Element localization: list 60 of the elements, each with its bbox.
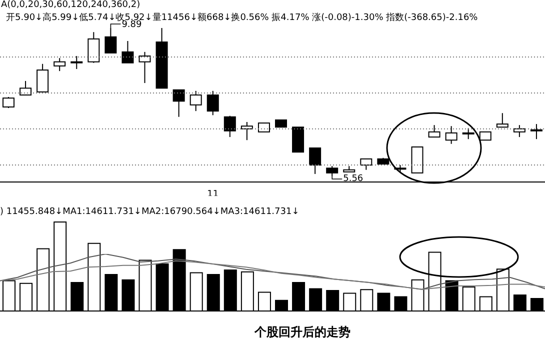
text: ) 11455.848↓MA1:14611.731↓MA2:16790.564↓MA3:14611.731↓ bbox=[0, 207, 300, 217]
candlestick bbox=[70, 56, 83, 70]
bar bbox=[513, 294, 526, 312]
bar bbox=[496, 268, 510, 312]
bar bbox=[411, 279, 424, 312]
bar bbox=[292, 282, 306, 312]
candlestick bbox=[326, 166, 338, 176]
bar bbox=[275, 300, 288, 312]
bar bbox=[224, 270, 237, 312]
candlestick bbox=[206, 90, 219, 116]
bar bbox=[190, 272, 203, 312]
bar bbox=[54, 222, 67, 312]
candlestick bbox=[240, 121, 253, 141]
candlestick bbox=[122, 40, 134, 64]
x-tick-label: 11 bbox=[207, 189, 219, 200]
candlestick bbox=[496, 112, 508, 128]
candlestick bbox=[190, 90, 202, 112]
candlestick bbox=[224, 115, 236, 138]
candlestick bbox=[309, 147, 322, 174]
text: 个股回升后的走势 bbox=[253, 324, 352, 341]
text: A(0,0,20,30,60,120,240,360,2) bbox=[1, 0, 140, 10]
candlestick bbox=[428, 124, 440, 138]
bar bbox=[360, 289, 374, 312]
bar bbox=[172, 249, 186, 312]
bar bbox=[445, 280, 458, 312]
candlestick bbox=[513, 124, 526, 138]
bar bbox=[156, 263, 169, 312]
bar bbox=[36, 248, 50, 312]
bar bbox=[343, 292, 356, 312]
candlestick bbox=[530, 124, 542, 140]
bar bbox=[206, 274, 220, 312]
bar bbox=[20, 282, 33, 312]
bar bbox=[479, 296, 492, 312]
candlestick bbox=[20, 80, 32, 96]
candlestick bbox=[445, 126, 458, 144]
bar bbox=[70, 282, 84, 312]
candlestick bbox=[172, 89, 185, 118]
bar bbox=[138, 260, 152, 312]
bar bbox=[240, 271, 254, 312]
bar bbox=[122, 279, 135, 312]
candlestick bbox=[54, 58, 66, 72]
bar bbox=[394, 296, 408, 312]
candlestick bbox=[88, 32, 100, 64]
bar bbox=[462, 286, 476, 312]
bar bbox=[88, 242, 101, 312]
candlestick bbox=[360, 158, 372, 170]
candlestick bbox=[36, 63, 49, 92]
annotation: 9.89 bbox=[122, 20, 142, 30]
bar bbox=[530, 298, 544, 312]
bar bbox=[104, 274, 118, 312]
bar bbox=[326, 290, 340, 312]
candlestick bbox=[2, 96, 14, 108]
bar bbox=[309, 288, 322, 312]
bar bbox=[428, 252, 442, 312]
annotation: 5.56 bbox=[343, 174, 364, 184]
candlestick bbox=[462, 128, 474, 140]
bar bbox=[2, 280, 16, 312]
candlestick bbox=[138, 51, 151, 84]
bar bbox=[258, 292, 271, 312]
bar bbox=[377, 292, 390, 312]
